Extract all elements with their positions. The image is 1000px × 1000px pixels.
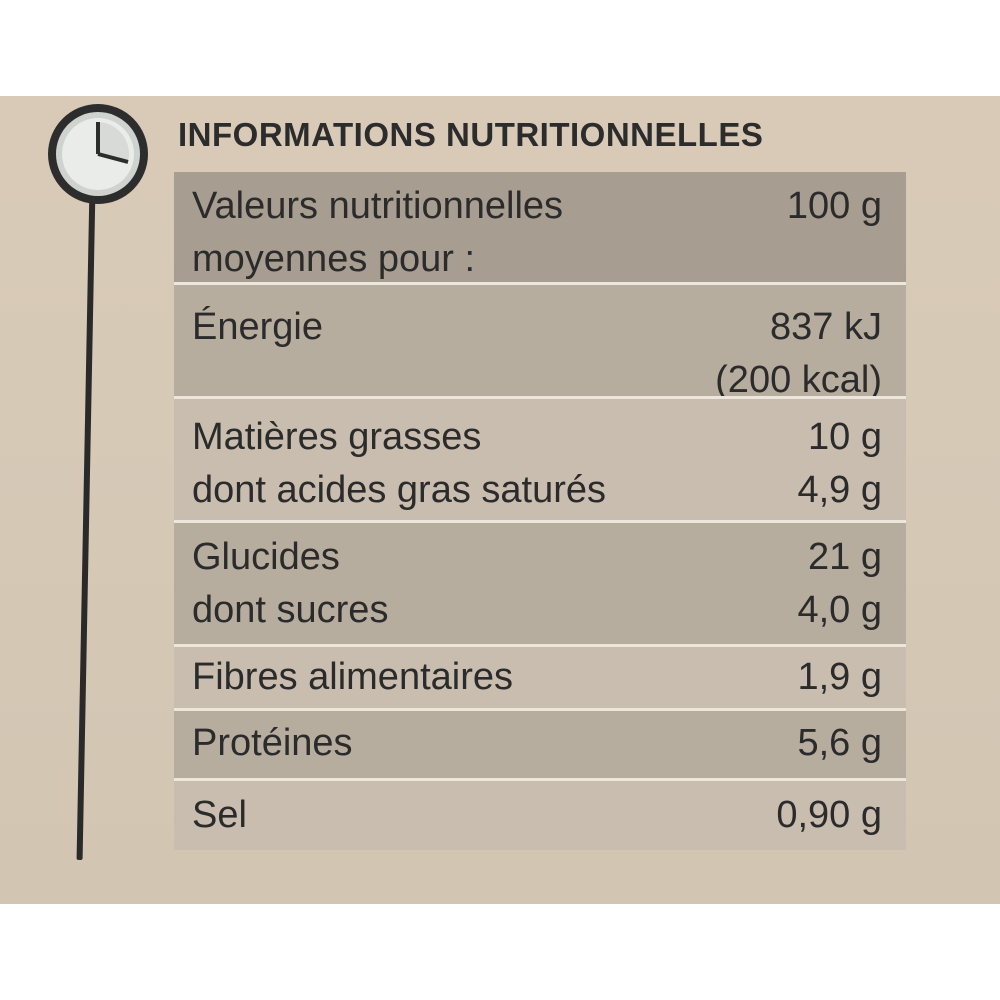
header-label-line1: Valeurs nutritionnelles	[192, 185, 564, 227]
sugars-label: dont sucres	[192, 589, 389, 631]
header-per-value: 100 g	[786, 185, 882, 227]
fiber-value: 1,9 g	[797, 656, 882, 698]
carbs-label: Glucides	[192, 536, 340, 578]
clock-icon	[44, 100, 152, 208]
header-label-line2: moyennes pour :	[192, 238, 476, 280]
saturated-fat-value: 4,9 g	[797, 469, 882, 511]
protein-label: Protéines	[192, 722, 353, 764]
fiber-label: Fibres alimentaires	[192, 656, 513, 698]
fat-value: 10 g	[808, 416, 882, 458]
fat-label: Matières grasses	[192, 416, 482, 458]
table-row-fat: Matières grasses dont acides gras saturé…	[174, 396, 906, 520]
saturated-fat-label: dont acides gras saturés	[192, 469, 607, 511]
salt-label: Sel	[192, 794, 247, 836]
protein-value: 5,6 g	[797, 722, 882, 764]
table-row-energy: Énergie 837 kJ (200 kcal)	[174, 282, 906, 401]
table-row-salt: Sel 0,90 g	[174, 778, 906, 850]
table-row-fiber: Fibres alimentaires 1,9 g	[174, 644, 906, 708]
nutrition-table: Valeurs nutritionnelles moyennes pour : …	[174, 172, 906, 850]
energy-label: Énergie	[192, 306, 323, 348]
table-header-row: Valeurs nutritionnelles moyennes pour : …	[174, 172, 906, 282]
table-row-protein: Protéines 5,6 g	[174, 708, 906, 778]
energy-kj-value: 837 kJ	[770, 306, 882, 348]
energy-kcal-value: (200 kcal)	[715, 359, 882, 401]
salt-value: 0,90 g	[776, 794, 882, 836]
carbs-value: 21 g	[808, 536, 882, 578]
sugars-value: 4,0 g	[797, 589, 882, 631]
table-row-carbs: Glucides dont sucres 21 g 4,0 g	[174, 520, 906, 644]
section-title: INFORMATIONS NUTRITIONNELLES	[178, 116, 764, 153]
